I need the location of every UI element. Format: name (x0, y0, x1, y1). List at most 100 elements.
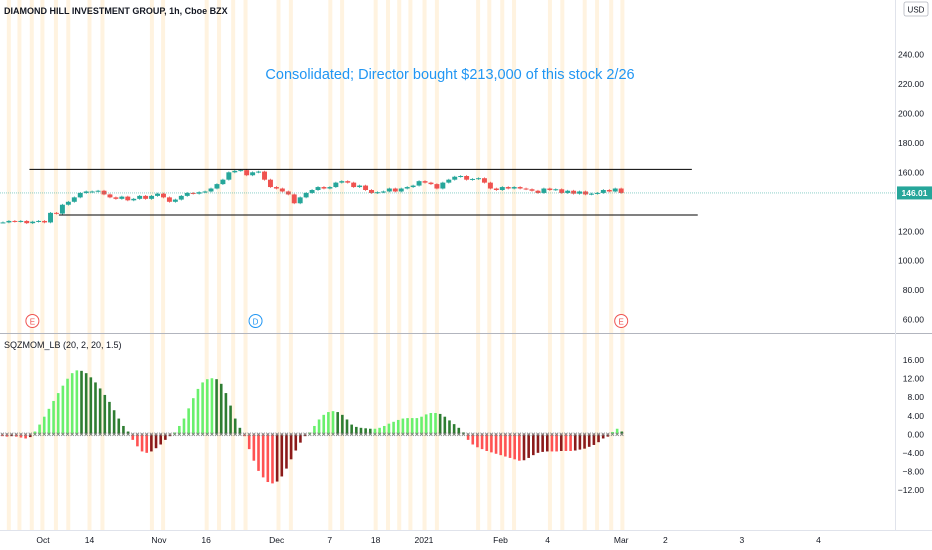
momentum-bar (75, 370, 79, 435)
squeeze-dot (172, 432, 177, 437)
squeeze-dot (256, 432, 261, 437)
price-pane: DIAMOND HILL INVESTMENT GROUP, 1h, Cboe … (0, 6, 895, 328)
price-tick-label: 220.00 (898, 79, 924, 89)
momentum-bar (438, 413, 442, 435)
squeeze-dot (177, 432, 182, 437)
candle (583, 191, 588, 195)
momentum-bar (299, 434, 302, 443)
momentum-bar (317, 419, 321, 435)
momentum-bar (615, 428, 619, 435)
candle (481, 178, 487, 183)
price-tick-label: 120.00 (898, 226, 924, 236)
candle (59, 204, 65, 214)
session-highlight (217, 0, 222, 530)
momentum-bar (368, 428, 372, 435)
squeeze-dot (284, 432, 289, 437)
event-marker-circle (614, 314, 629, 328)
squeeze-dot (144, 432, 149, 437)
squeeze-dot (475, 432, 480, 437)
candle (172, 199, 178, 202)
candle (208, 188, 214, 192)
squeeze-dot (461, 432, 466, 437)
squeeze-dot (321, 432, 326, 437)
squeeze-dot (65, 432, 70, 437)
event-marker[interactable]: E (614, 314, 629, 328)
squeeze-dot (438, 432, 443, 437)
momentum-bar (429, 412, 433, 435)
squeeze-dots (0, 432, 624, 437)
event-marker[interactable]: E (25, 314, 40, 328)
session-highlight (40, 0, 45, 530)
candle (303, 192, 309, 198)
time-tick-label: 16 (201, 535, 211, 545)
candle (600, 190, 606, 193)
indicator-tick-label: −12.00 (898, 485, 925, 495)
squeeze-dot (536, 432, 540, 437)
squeeze-dot (317, 432, 321, 437)
momentum-bar (94, 382, 97, 435)
squeeze-dot (531, 432, 536, 437)
time-axis[interactable]: Oct 14 Nov 16 Dec 7 18 2021 Feb 4 Mar 2 3 4 (0, 530, 932, 546)
session-highlight (328, 0, 333, 530)
candle (160, 193, 166, 198)
candle (12, 220, 18, 222)
momentum-bar (280, 434, 284, 477)
time-tick-label: Dec (269, 535, 285, 545)
candle (202, 191, 208, 193)
momentum-bar (485, 434, 489, 451)
candle (42, 220, 48, 223)
squeeze-dot (224, 432, 228, 437)
candle (571, 190, 577, 194)
squeeze-dot (578, 432, 582, 437)
squeeze-dot (456, 432, 461, 437)
currency-box[interactable]: USD (903, 1, 929, 17)
price-axis[interactable]: 60.00 80.00 100.00 120.00 160.00 180.00 200.00… (895, 0, 932, 530)
session-highlight (373, 0, 378, 530)
momentum-bar (504, 434, 507, 457)
squeeze-dot (522, 432, 526, 437)
candle (606, 190, 612, 192)
event-marker[interactable]: D (248, 314, 263, 328)
momentum-bar (541, 434, 544, 452)
momentum-bar (196, 388, 200, 435)
candle (476, 178, 481, 180)
squeeze-dot (540, 432, 545, 437)
time-tick-label: 2 (663, 535, 668, 545)
squeeze-dot (149, 432, 154, 437)
price-tick-label: 160.00 (898, 167, 924, 177)
squeeze-dot (265, 432, 270, 437)
momentum-bar (52, 400, 55, 435)
price-candles (0, 169, 624, 225)
last-price-tag: 146.01 (897, 186, 932, 200)
momentum-bar (56, 393, 60, 435)
candle (404, 187, 410, 189)
momentum-bar (150, 434, 153, 452)
momentum-bar (396, 419, 400, 435)
candle (428, 182, 434, 185)
momentum-bar (168, 434, 172, 437)
momentum-bar (373, 428, 377, 435)
squeeze-dot (368, 432, 373, 437)
session-highlights (6, 0, 625, 530)
event-marker-letter: E (30, 318, 35, 327)
symbol-title: DIAMOND HILL INVESTMENT GROUP, 1h, Cboe … (4, 6, 228, 16)
squeeze-dot (331, 432, 335, 437)
momentum-bar (112, 410, 116, 435)
squeeze-dot (205, 432, 210, 437)
momentum-bar (164, 434, 167, 440)
time-tick-label: Nov (151, 535, 167, 545)
momentum-bar (28, 434, 32, 438)
squeeze-dot (494, 432, 498, 437)
candle (297, 197, 303, 204)
squeeze-dot (98, 432, 103, 437)
indicator-axis[interactable]: −12.00 −8.00 −4.00 0.00 4.00 8.00 12.00 16.00 (898, 355, 925, 495)
squeeze-dot (545, 432, 550, 437)
momentum-bar (476, 434, 479, 448)
momentum-bar (480, 434, 484, 450)
squeeze-dot (312, 432, 317, 437)
squeeze-dot (200, 432, 205, 437)
candle (357, 185, 363, 188)
momentum-bar (224, 393, 228, 435)
momentum-bar (462, 432, 465, 435)
momentum-bar (266, 434, 270, 483)
